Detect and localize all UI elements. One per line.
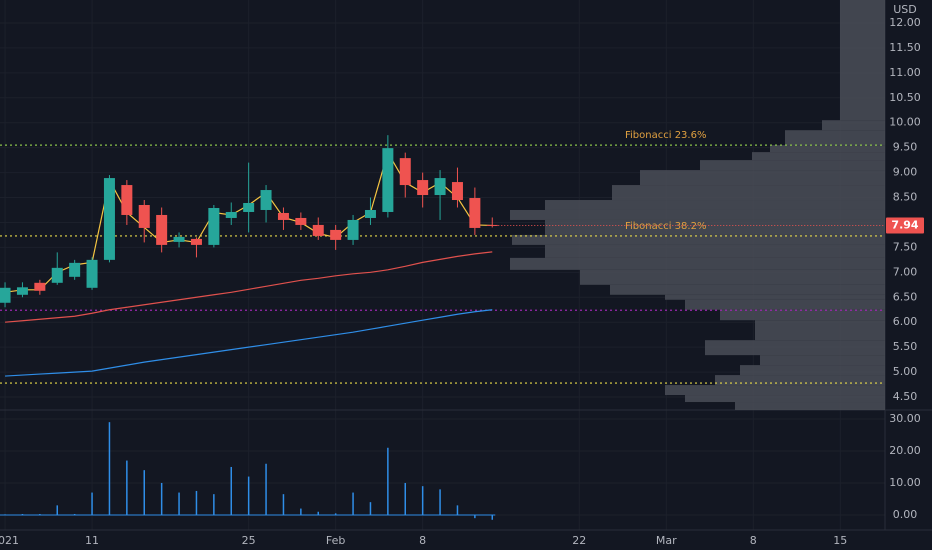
fib-label: Fibonacci 38.2% — [625, 221, 706, 232]
volume-profile-bar — [610, 284, 885, 295]
candle-body — [121, 185, 133, 215]
candle-body — [260, 190, 272, 210]
y-tick-label: 11.50 — [889, 41, 921, 54]
y-tick-label: 6.50 — [893, 290, 918, 303]
y-tick-label: 8.50 — [893, 191, 918, 204]
volume-profile-bar — [545, 200, 885, 210]
candle-body — [138, 205, 150, 228]
candle-body — [399, 158, 411, 186]
volume-profile-bar — [760, 355, 885, 366]
candle-body — [469, 198, 481, 228]
volume-profile-bar — [612, 185, 885, 201]
last-price-box — [886, 217, 924, 234]
volume-profile-bar — [840, 0, 885, 121]
volume-profile-bar — [685, 299, 885, 310]
y-tick-label: 30.00 — [889, 412, 921, 425]
candle-body — [434, 178, 446, 196]
y-tick-label: 7.50 — [893, 240, 918, 253]
y-tick-label: 0.00 — [893, 508, 918, 521]
volume-profile-bar — [510, 209, 885, 220]
candle-body — [173, 236, 185, 242]
volume-profile-bar — [735, 402, 885, 410]
y-tick-label: 7.00 — [893, 265, 918, 278]
volume-profile-bar — [665, 294, 885, 300]
indicator-line — [5, 309, 493, 377]
volume-profile-bar — [752, 152, 885, 161]
volume-profile-bar — [770, 145, 885, 153]
volume-profile-bar — [510, 257, 885, 270]
candle-body — [364, 209, 376, 218]
x-tick-label: 2021 — [0, 534, 19, 547]
volume-profile-bar — [755, 320, 885, 341]
candle-body — [103, 178, 115, 260]
candle-body — [417, 180, 429, 196]
volume-profile-bar — [700, 160, 885, 171]
candle-body — [330, 229, 342, 240]
volume-profile-bar — [580, 269, 885, 285]
volume-profile-bar — [740, 365, 885, 376]
y-tick-label: 9.50 — [893, 141, 918, 154]
x-tick-label: Mar — [656, 534, 677, 547]
indicator-line — [4, 251, 493, 323]
currency-label: USD — [893, 3, 917, 16]
volume-profile-bar — [822, 120, 885, 131]
x-tick-label: 25 — [242, 534, 256, 547]
candle-body — [208, 207, 220, 245]
candle-body — [277, 212, 289, 220]
candle-body — [225, 211, 237, 218]
volume-profile-bar — [720, 309, 885, 321]
y-tick-label: 12.00 — [889, 16, 921, 29]
volume-profile-bar — [640, 170, 885, 186]
volume-profile-bar — [545, 244, 885, 258]
last-price-label: 7.94 — [891, 218, 918, 231]
candle-body — [312, 224, 324, 236]
candle-body — [16, 287, 28, 295]
candle-body — [347, 219, 359, 240]
y-tick-label: 6.00 — [893, 315, 918, 328]
x-tick-label: 8 — [750, 534, 757, 547]
candle-body — [190, 238, 202, 245]
candle-body — [382, 148, 394, 212]
volume-profile-bar — [705, 340, 885, 356]
volume-profile-bar — [715, 375, 885, 386]
y-tick-label: 10.00 — [889, 476, 921, 489]
x-tick-label: 11 — [85, 534, 99, 547]
volume-profile-bar — [545, 219, 885, 235]
y-tick-label: 9.00 — [893, 166, 918, 179]
candle-body — [451, 182, 463, 201]
volume-profile-bar — [665, 385, 885, 396]
y-tick-label: 11.00 — [889, 66, 921, 79]
candle-body — [51, 267, 63, 283]
candle-body — [156, 214, 168, 245]
x-tick-label: Feb — [326, 534, 345, 547]
x-tick-label: 8 — [419, 534, 426, 547]
y-tick-label: 4.50 — [893, 390, 918, 403]
x-tick-label: 15 — [833, 534, 847, 547]
y-tick-label: 5.00 — [893, 365, 918, 378]
y-tick-label: 10.50 — [889, 91, 921, 104]
candle-body — [69, 262, 81, 277]
candle-body — [243, 203, 255, 212]
candle-body — [34, 282, 46, 291]
candle-body — [86, 259, 98, 288]
volume-profile-bar — [512, 234, 885, 245]
x-tick-label: 22 — [572, 534, 586, 547]
volume-profile-bar — [685, 395, 885, 403]
y-tick-label: 10.00 — [889, 116, 921, 129]
candle-body — [0, 287, 11, 303]
y-tick-label: 5.50 — [893, 340, 918, 353]
candle-body — [295, 217, 307, 225]
y-tick-label: 20.00 — [889, 444, 921, 457]
fib-label: Fibonacci 23.6% — [625, 130, 706, 141]
volume-profile-bar — [785, 130, 885, 146]
